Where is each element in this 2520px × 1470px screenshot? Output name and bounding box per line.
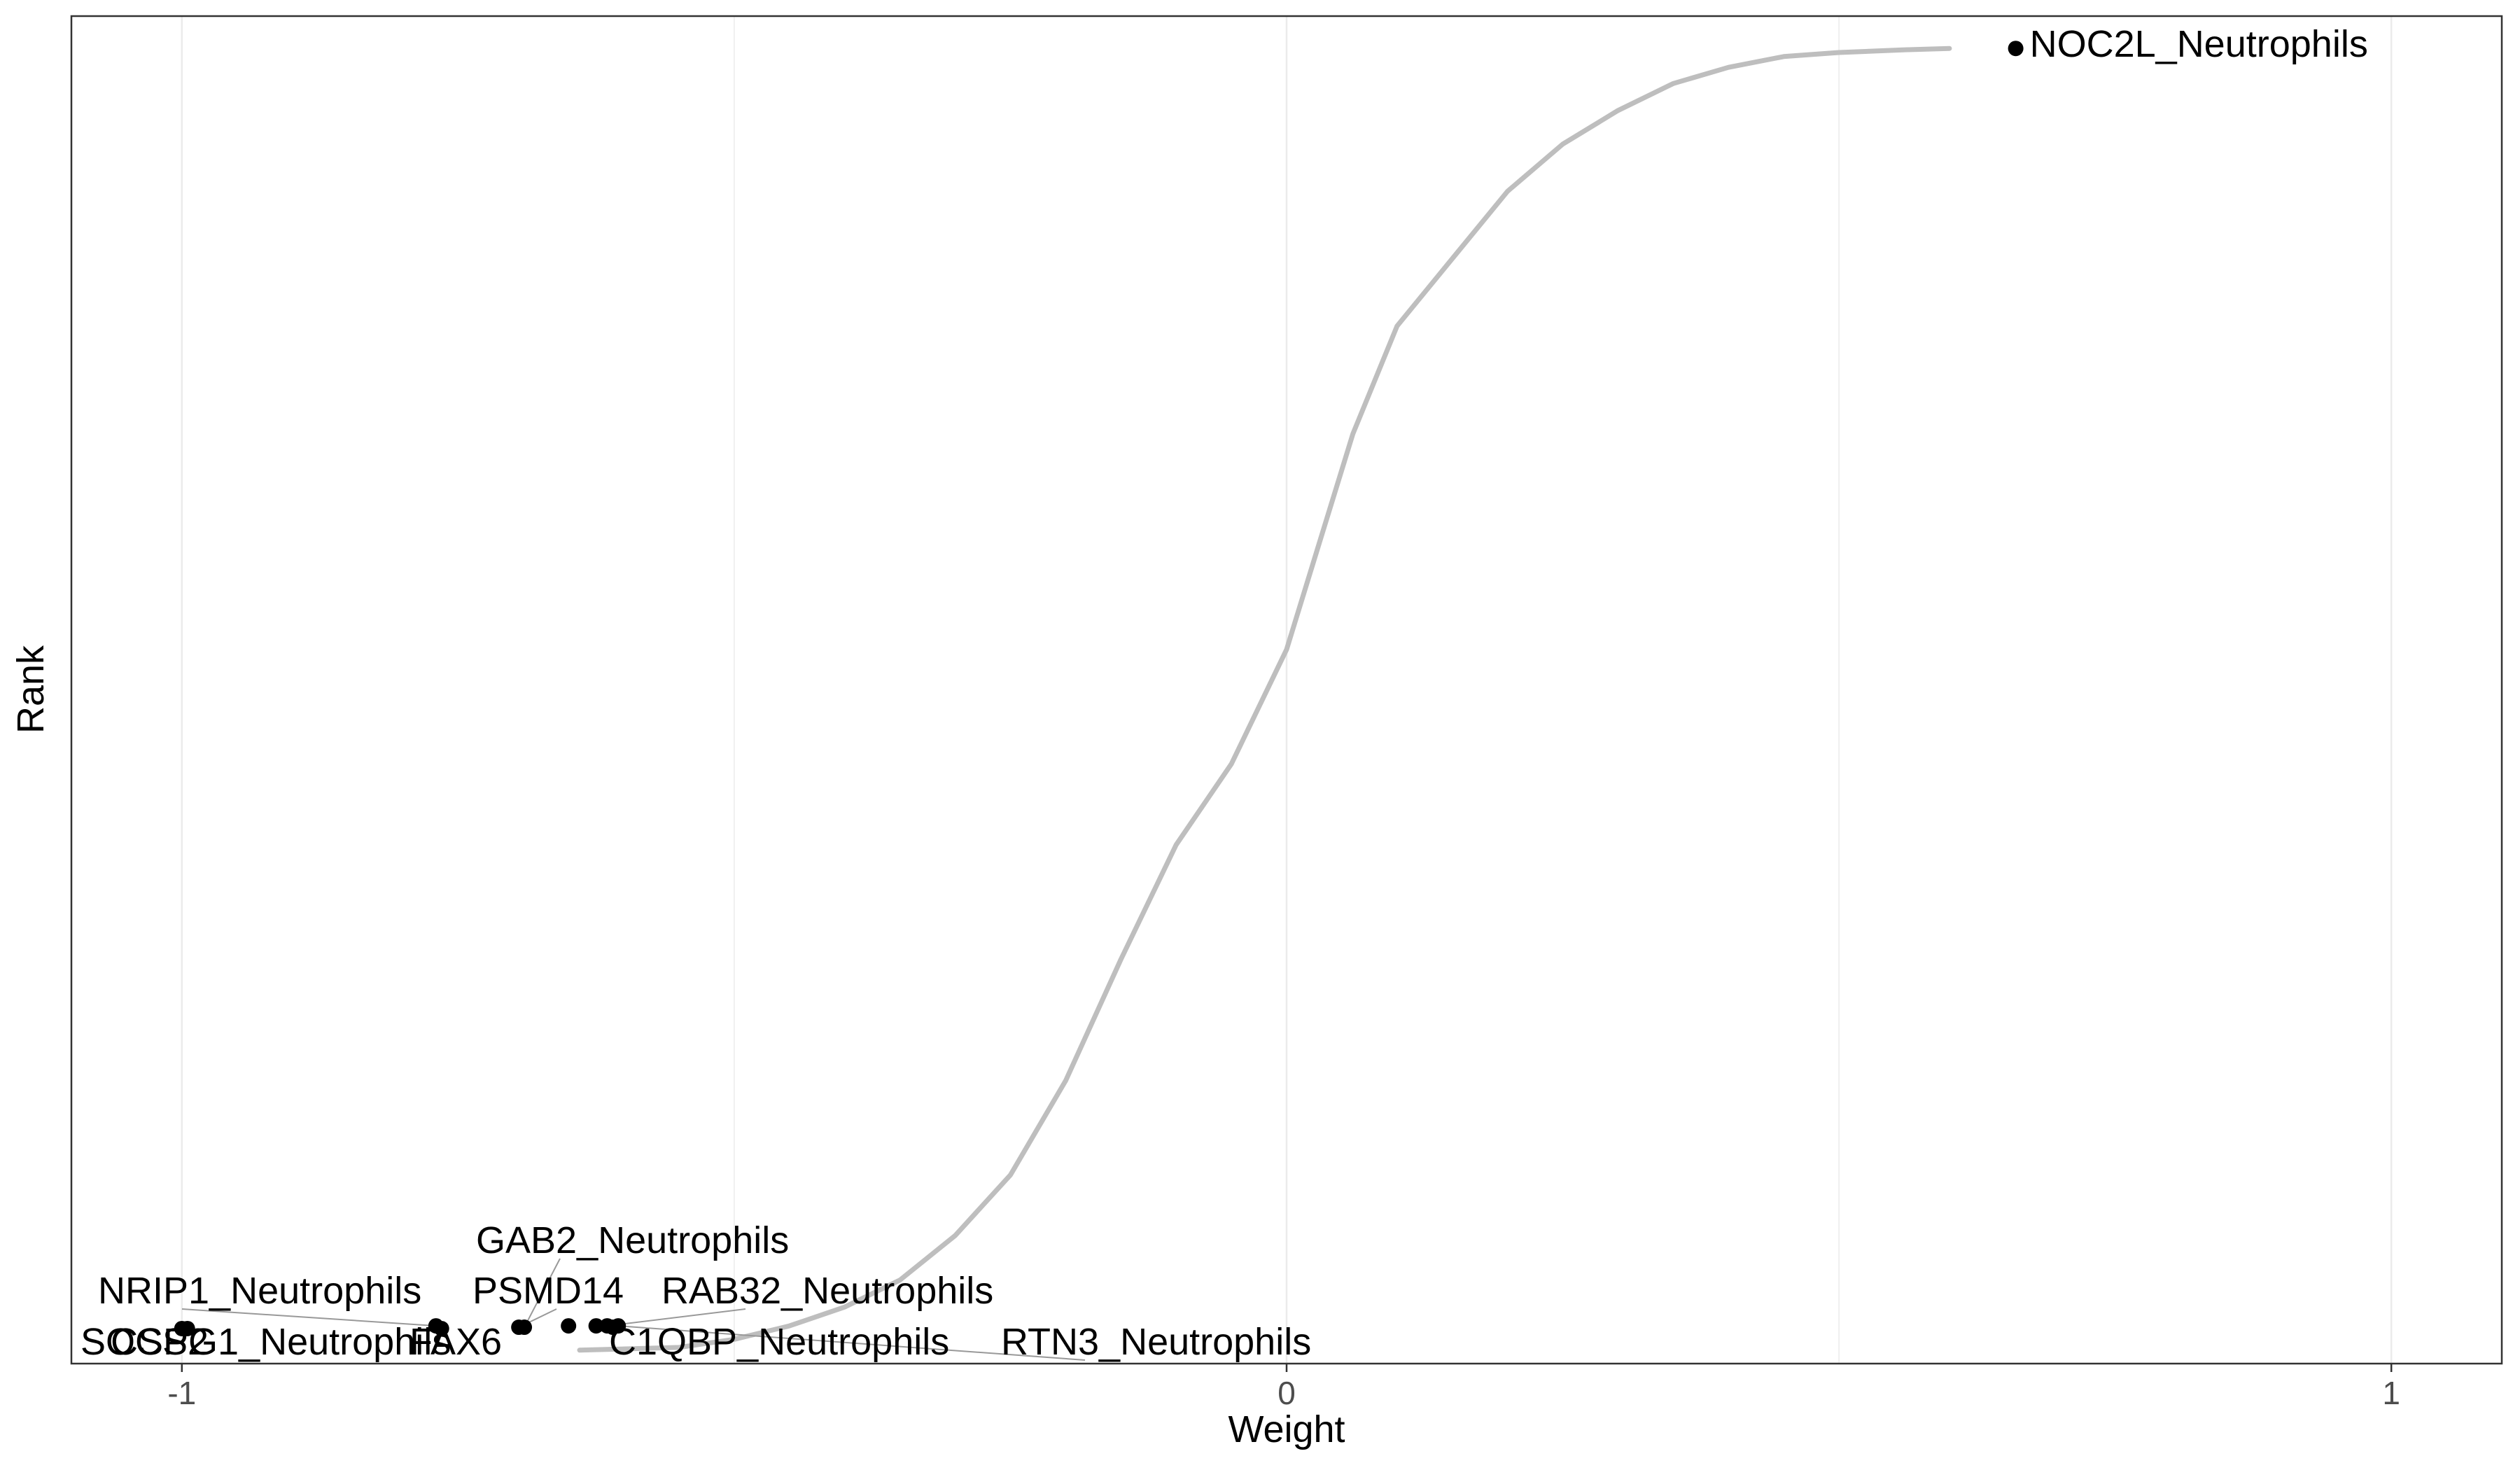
- point-label-socs2: SOCS2: [80, 1321, 209, 1363]
- highlight-point-p2: [588, 1318, 604, 1334]
- leader-line-rab32-neutrophils: [607, 1308, 746, 1327]
- point-label-rab32-neutrophils: RAB32_Neutrophils: [662, 1270, 993, 1312]
- point-label-fax6: FAX6: [410, 1321, 502, 1363]
- leader-line-nrip1-neutrophils: [181, 1308, 436, 1327]
- leader-line-gab2-neutrophils: [524, 1258, 561, 1328]
- background-curve: [577, 46, 1952, 1353]
- point-label-nrip1-neutrophils: NRIP1_Neutrophils: [98, 1270, 421, 1312]
- grid-lines: [181, 16, 2393, 1364]
- x-axis-title: Weight: [1228, 1408, 1345, 1450]
- x-tick-label-1: 0: [1278, 1375, 1296, 1411]
- highlight-point-rtn3-neutrophils: [610, 1318, 626, 1334]
- highlight-point-cspg1-neutrophils: [179, 1320, 195, 1336]
- highlight-point-noc2l-neutrophils: [2008, 41, 2024, 57]
- x-tick-label-2: 1: [2382, 1375, 2400, 1411]
- y-axis-title: Rank: [10, 645, 52, 734]
- ranked-weights-curve: [577, 46, 1952, 1353]
- point-label-noc2l-neutrophils: NOC2L_Neutrophils: [2030, 23, 2368, 65]
- highlight-point-p1: [561, 1318, 577, 1334]
- highlight-point-fax6: [433, 1320, 449, 1336]
- x-axis: -1 0 1: [167, 1364, 2400, 1411]
- x-tick-label-0: -1: [167, 1375, 196, 1411]
- point-label-c1qbp-neutrophils: C1QBP_Neutrophils: [609, 1321, 949, 1363]
- highlight-point-gab2-neutrophils: [517, 1320, 533, 1336]
- highlighted-points: [174, 41, 2024, 1336]
- point-label-psmd14: PSMD14: [472, 1270, 624, 1312]
- point-label-rtn3-neutrophils: RTN3_Neutrophils: [1001, 1321, 1311, 1363]
- point-label-cspg1-neutrophils: CSPG1_Neutrophils: [111, 1321, 451, 1363]
- leader-line-rtn3-neutrophils: [618, 1325, 1086, 1361]
- point-label-gab2-neutrophils: GAB2_Neutrophils: [476, 1219, 789, 1261]
